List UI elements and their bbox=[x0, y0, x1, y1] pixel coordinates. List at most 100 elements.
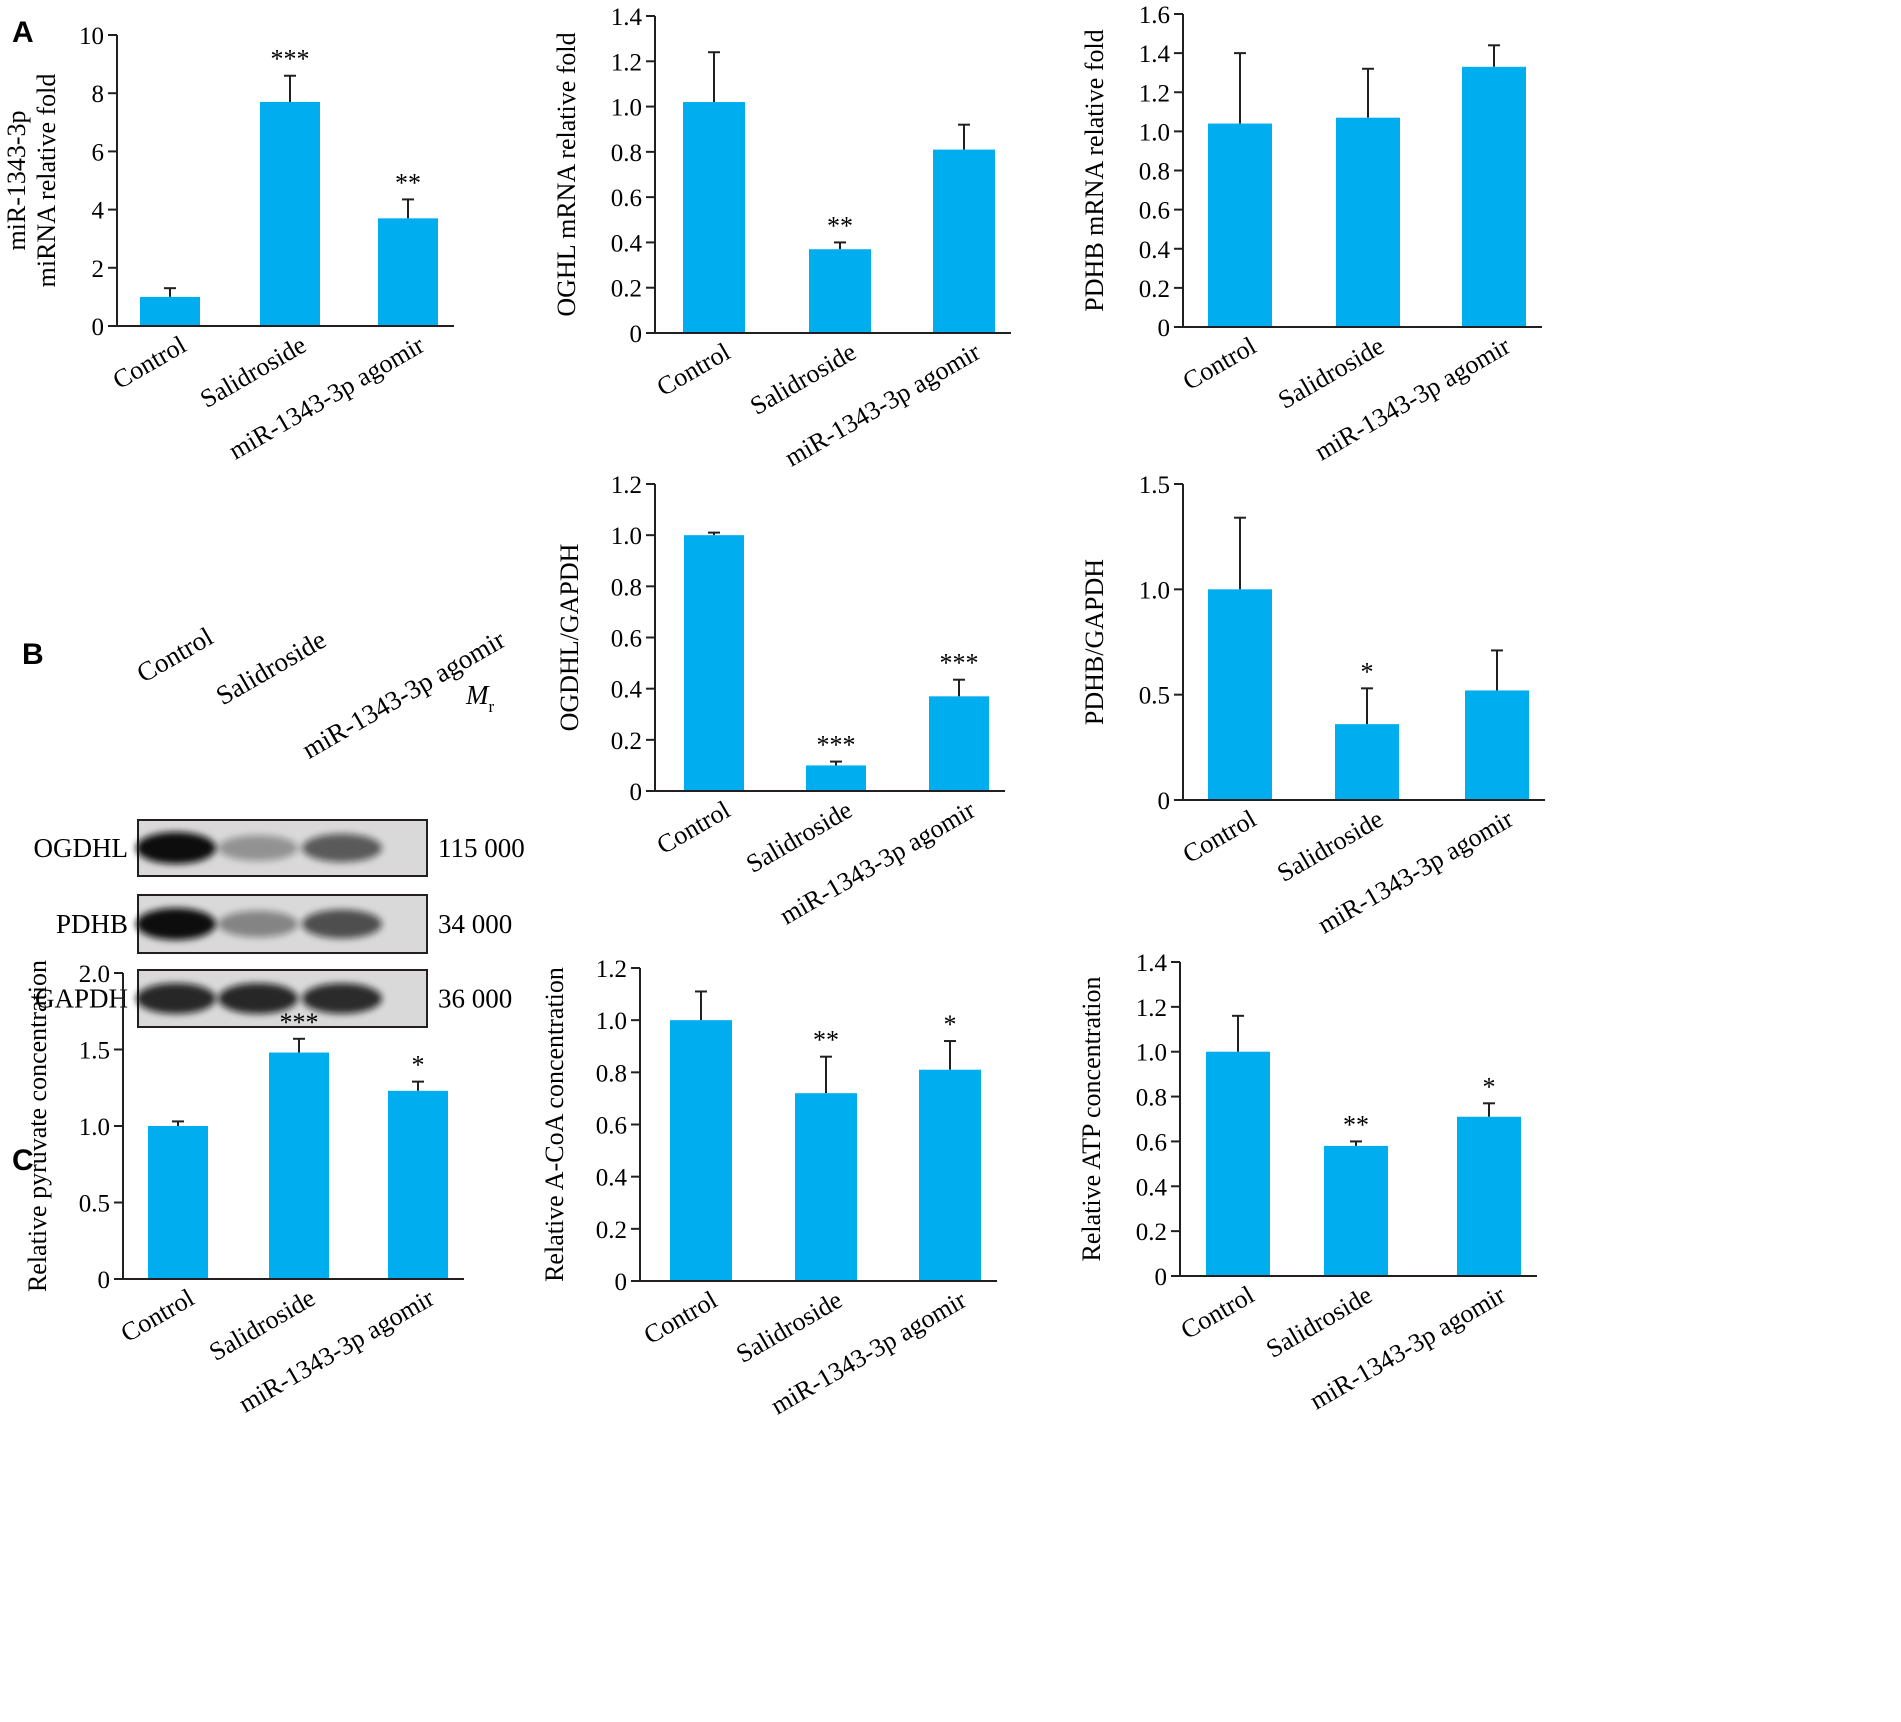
panel-label-b: B bbox=[22, 638, 44, 671]
mr-label: Mr bbox=[465, 680, 495, 716]
y-tick-label: 0.4 bbox=[1139, 237, 1171, 264]
y-tick-label: 6 bbox=[92, 139, 105, 166]
y-axis-title: OGHL mRNA relative fold bbox=[552, 32, 581, 316]
bar bbox=[388, 1090, 448, 1279]
bar bbox=[1465, 690, 1529, 800]
category-label: Control bbox=[1176, 1280, 1259, 1345]
category-label: Salidroside bbox=[741, 795, 857, 879]
y-tick-label: 1.2 bbox=[1139, 80, 1170, 107]
y-tick-label: 0.6 bbox=[1139, 198, 1170, 225]
bar bbox=[148, 1126, 208, 1279]
bar bbox=[933, 149, 995, 333]
bar bbox=[684, 535, 744, 791]
y-tick-label: 0 bbox=[615, 1269, 628, 1296]
category-label: miR-1343-3p agomir bbox=[224, 330, 430, 465]
y-tick-label: 0.5 bbox=[1139, 683, 1170, 710]
category-label: miR-1343-3p agomir bbox=[775, 795, 981, 930]
bar bbox=[269, 1052, 329, 1279]
y-tick-label: 1.2 bbox=[611, 472, 642, 499]
category-label: Salidroside bbox=[1272, 804, 1388, 888]
y-tick-label: 1.0 bbox=[611, 523, 642, 550]
significance-label: ** bbox=[1343, 1110, 1369, 1139]
y-tick-label: 1.2 bbox=[611, 49, 642, 76]
y-tick-label: 0.4 bbox=[611, 230, 643, 257]
bar bbox=[1336, 117, 1400, 328]
bar bbox=[806, 765, 866, 791]
category-label: Salidroside bbox=[731, 1285, 847, 1369]
category-label: Control bbox=[1178, 331, 1261, 396]
bar bbox=[1208, 123, 1272, 327]
lane-label: Control bbox=[132, 621, 218, 688]
bar bbox=[929, 696, 989, 791]
y-tick-label: 4 bbox=[92, 198, 105, 225]
bar bbox=[1324, 1145, 1388, 1276]
y-axis-title: miRNA relative fold bbox=[32, 74, 61, 288]
y-tick-label: 0.8 bbox=[611, 140, 642, 167]
bar bbox=[919, 1069, 981, 1281]
y-tick-label: 1.0 bbox=[596, 1008, 627, 1035]
mr-value: 36 000 bbox=[438, 984, 512, 1014]
y-tick-label: 0.6 bbox=[611, 185, 642, 212]
chart-4: *** *** 0 0.2 0.4 0.6 0.8 1.0 1.2 Control Salidros… bbox=[555, 472, 1005, 930]
significance-label: *** bbox=[280, 1008, 319, 1037]
bar bbox=[795, 1093, 857, 1281]
category-label: Salidroside bbox=[1261, 1280, 1377, 1364]
y-tick-label: 1.5 bbox=[79, 1038, 110, 1065]
y-tick-label: 0.8 bbox=[596, 1060, 627, 1087]
panel-label-a: A bbox=[12, 16, 34, 49]
panel-label-c: C bbox=[12, 1144, 34, 1177]
blot-band bbox=[218, 910, 298, 938]
y-tick-label: 0 bbox=[630, 779, 643, 806]
protein-label: OGDHL bbox=[34, 833, 129, 863]
y-axis-title: Relative A-CoA concentration bbox=[540, 967, 569, 1282]
significance-label: *** bbox=[940, 649, 979, 678]
bar bbox=[140, 296, 200, 326]
blot-band bbox=[136, 832, 216, 864]
category-label: Control bbox=[116, 1283, 199, 1348]
y-tick-label: 0 bbox=[630, 321, 643, 348]
chart-2: ** 0 0.2 0.4 0.6 0.8 1.0 1.2 1.4 Control Salidrosi… bbox=[552, 4, 1011, 472]
y-tick-label: 10 bbox=[79, 23, 104, 50]
y-tick-label: 0.8 bbox=[611, 574, 642, 601]
y-tick-label: 0.4 bbox=[596, 1165, 628, 1192]
y-tick-label: 2.0 bbox=[79, 961, 110, 988]
category-label: Control bbox=[652, 337, 735, 402]
y-axis-title: PDHB mRNA relative fold bbox=[1080, 29, 1109, 311]
blot-band bbox=[302, 983, 382, 1014]
category-label: miR-1343-3p agomir bbox=[234, 1283, 440, 1418]
category-label: Salidroside bbox=[1273, 331, 1389, 415]
y-tick-label: 1.6 bbox=[1139, 2, 1170, 29]
blot-band bbox=[136, 983, 216, 1014]
y-tick-label: 0.6 bbox=[596, 1113, 627, 1140]
mr-value: 115 000 bbox=[438, 833, 525, 863]
significance-label: * bbox=[412, 1051, 425, 1080]
blot-band bbox=[218, 983, 298, 1014]
y-tick-label: 0.4 bbox=[611, 677, 643, 704]
y-tick-label: 1.0 bbox=[79, 1114, 110, 1141]
bar bbox=[1335, 724, 1399, 800]
y-tick-label: 1.4 bbox=[611, 4, 643, 31]
blot-band bbox=[136, 908, 216, 940]
y-tick-label: 1.2 bbox=[1136, 995, 1167, 1022]
protein-label: PDHB bbox=[56, 909, 128, 939]
y-tick-label: 1.0 bbox=[1139, 119, 1170, 146]
y-tick-label: 1.5 bbox=[1139, 472, 1170, 499]
y-tick-label: 0.8 bbox=[1136, 1085, 1167, 1112]
significance-label: ** bbox=[813, 1026, 839, 1055]
lane-label: Salidroside bbox=[211, 624, 331, 711]
category-label: Control bbox=[652, 795, 735, 860]
category-label: Control bbox=[1178, 804, 1261, 869]
y-tick-label: 1.0 bbox=[611, 95, 642, 122]
y-tick-label: 0.2 bbox=[1136, 1219, 1167, 1246]
significance-label: ** bbox=[395, 168, 421, 197]
y-tick-label: 0 bbox=[92, 314, 105, 341]
significance-label: *** bbox=[817, 731, 856, 760]
y-tick-label: 1.0 bbox=[1139, 577, 1170, 604]
significance-label: * bbox=[944, 1010, 957, 1039]
blot-band bbox=[302, 833, 382, 863]
y-tick-label: 1.4 bbox=[1136, 950, 1168, 977]
